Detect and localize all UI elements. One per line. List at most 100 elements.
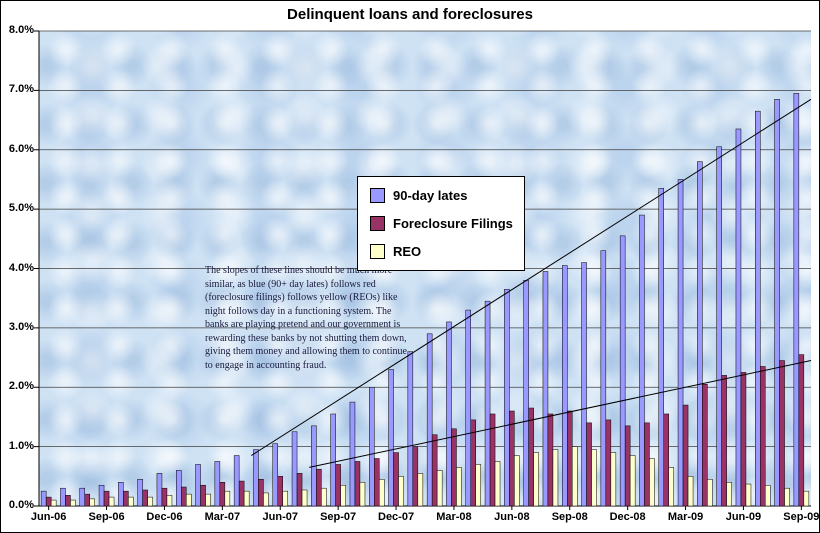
legend-swatch-foreclosure-filings-icon bbox=[370, 216, 385, 231]
bar-reo bbox=[108, 496, 115, 507]
x-axis-label: Dec-06 bbox=[146, 511, 183, 523]
bar-90-day-lates bbox=[156, 473, 163, 507]
bar-90-day-lates bbox=[214, 461, 221, 507]
bar-foreclosure-filings bbox=[528, 407, 534, 507]
bar-reo bbox=[533, 452, 539, 507]
legend: 90-day lates Foreclosure Filings REO bbox=[357, 176, 525, 271]
bar-90-day-lates bbox=[484, 300, 491, 507]
bar-reo bbox=[707, 479, 713, 507]
bar-foreclosure-filings bbox=[489, 413, 496, 507]
x-axis-label: Jun-06 bbox=[30, 511, 67, 523]
annotation-text: The slopes of these lines should be much… bbox=[205, 265, 407, 371]
bar-reo bbox=[70, 499, 76, 507]
bar-reo bbox=[166, 495, 173, 507]
bar-90-day-lates bbox=[562, 265, 568, 507]
bar-90-day-lates bbox=[639, 214, 645, 507]
bar-reo bbox=[745, 483, 752, 507]
bar-90-day-lates bbox=[523, 280, 529, 507]
plot-area: The slopes of these lines should be much… bbox=[34, 30, 812, 510]
bar-90-day-lates bbox=[716, 146, 722, 507]
bar-foreclosure-filings bbox=[142, 489, 148, 507]
bar-reo bbox=[591, 449, 597, 507]
bar-reo bbox=[321, 487, 327, 507]
legend-label-reo: REO bbox=[393, 244, 422, 259]
bar-foreclosure-filings bbox=[721, 375, 727, 507]
x-axis-label: Sep-06 bbox=[88, 511, 125, 523]
bar-foreclosure-filings bbox=[567, 410, 573, 507]
bar-reo bbox=[263, 492, 269, 507]
bar-90-day-lates bbox=[542, 271, 549, 507]
x-axis-label: Mar-07 bbox=[204, 511, 241, 523]
bar-90-day-lates bbox=[600, 250, 607, 507]
y-axis-label: 8.0% bbox=[8, 24, 34, 36]
bar-foreclosure-filings bbox=[470, 419, 476, 507]
bar-foreclosure-filings bbox=[296, 473, 303, 507]
bar-90-day-lates bbox=[446, 321, 452, 507]
bar-foreclosure-filings bbox=[682, 404, 689, 507]
bar-foreclosure-filings bbox=[779, 360, 785, 507]
x-axis-label: Sep-09 bbox=[783, 511, 820, 523]
bar-90-day-lates bbox=[79, 487, 85, 507]
bar-foreclosure-filings bbox=[181, 486, 187, 507]
y-axis-label: 5.0% bbox=[8, 202, 34, 215]
bar-foreclosure-filings bbox=[238, 480, 245, 507]
bar-reo bbox=[436, 470, 443, 507]
bar-foreclosure-filings bbox=[760, 366, 766, 507]
bar-90-day-lates bbox=[291, 431, 298, 507]
bar-foreclosure-filings bbox=[644, 422, 650, 507]
bar-reo bbox=[803, 490, 810, 507]
bar-reo bbox=[494, 461, 501, 507]
bar-90-day-lates bbox=[504, 289, 510, 507]
bar-reo bbox=[629, 455, 636, 507]
x-axis-label: Dec-07 bbox=[378, 511, 415, 523]
bar-foreclosure-filings bbox=[45, 496, 52, 507]
bar-90-day-lates bbox=[426, 333, 433, 507]
bar-90-day-lates bbox=[233, 455, 240, 507]
bar-90-day-lates bbox=[793, 93, 800, 507]
bar-foreclosure-filings bbox=[393, 452, 399, 507]
bar-foreclosure-filings bbox=[740, 372, 747, 507]
bar-foreclosure-filings bbox=[431, 434, 438, 507]
bar-90-day-lates bbox=[253, 449, 259, 507]
bar-90-day-lates bbox=[697, 161, 703, 507]
bar-reo bbox=[205, 493, 211, 507]
trend-line bbox=[309, 360, 812, 468]
bar-reo bbox=[398, 476, 404, 507]
y-axis-label: 3.0% bbox=[8, 320, 34, 333]
bar-foreclosure-filings bbox=[702, 384, 708, 507]
bar-reo bbox=[687, 476, 694, 507]
bar-reo bbox=[224, 490, 231, 507]
bar-foreclosure-filings bbox=[219, 482, 226, 507]
bar-foreclosure-filings bbox=[451, 428, 457, 507]
bar-reo bbox=[610, 452, 617, 507]
x-axis-label: Mar-09 bbox=[667, 511, 704, 523]
plot-canvas bbox=[34, 30, 812, 510]
chart-title: Delinquent loans and foreclosures bbox=[287, 6, 533, 23]
bar-reo bbox=[359, 482, 366, 507]
bar-90-day-lates bbox=[176, 470, 182, 507]
bar-foreclosure-filings bbox=[123, 490, 129, 507]
bar-foreclosure-filings bbox=[277, 476, 283, 507]
bar-90-day-lates bbox=[98, 484, 105, 507]
bar-reo bbox=[50, 499, 57, 507]
bar-reo bbox=[668, 467, 674, 507]
bar-reo bbox=[301, 489, 308, 507]
bar-foreclosure-filings bbox=[663, 413, 669, 507]
bar-reo bbox=[147, 496, 153, 507]
legend-label-foreclosure-filings: Foreclosure Filings bbox=[393, 216, 513, 231]
bar-reo bbox=[726, 482, 732, 507]
x-axis-label: Jun-09 bbox=[725, 511, 762, 523]
bar-reo bbox=[765, 484, 771, 507]
bar-reo bbox=[379, 479, 385, 507]
bar-90-day-lates bbox=[581, 262, 587, 507]
bar-reo bbox=[243, 490, 250, 507]
x-axis-label: Dec-08 bbox=[609, 511, 646, 523]
legend-item-90-day-lates: 90-day lates bbox=[370, 188, 512, 203]
bar-reo bbox=[89, 498, 95, 507]
legend-item-reo: REO bbox=[370, 244, 512, 259]
bar-90-day-lates bbox=[118, 482, 124, 507]
bar-90-day-lates bbox=[774, 99, 780, 507]
bar-reo bbox=[552, 449, 559, 507]
bar-foreclosure-filings bbox=[258, 479, 264, 507]
